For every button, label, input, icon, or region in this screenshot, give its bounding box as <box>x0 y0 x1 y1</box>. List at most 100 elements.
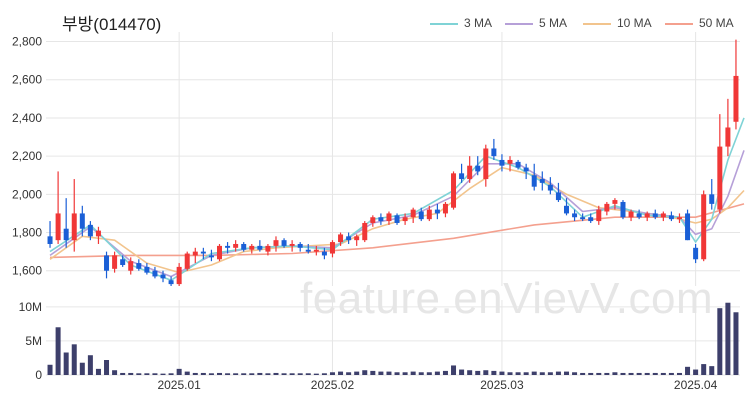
candle-body <box>531 175 537 187</box>
candle-body <box>660 213 666 218</box>
legend-label: 10 MA <box>617 16 652 30</box>
candle-body <box>192 251 198 256</box>
candle-body <box>87 224 93 237</box>
price-tick-label: 1,600 <box>12 264 42 278</box>
candle-body <box>434 209 440 214</box>
volume-bar <box>725 302 731 375</box>
candle-body <box>555 192 561 201</box>
candle-body <box>208 255 214 258</box>
x-tick-label: 2025.01 <box>157 378 201 392</box>
volume-bar <box>160 373 166 375</box>
candle-body <box>459 173 465 180</box>
volume-bar <box>233 373 239 375</box>
x-tick-label: 2025.04 <box>674 378 718 392</box>
volume-bar <box>63 352 69 375</box>
ma-lines <box>49 117 745 282</box>
candle-body <box>547 184 553 191</box>
candle-body <box>572 213 578 218</box>
volume-bar <box>152 373 158 375</box>
candle-body <box>725 127 731 147</box>
volume-bar <box>717 308 723 375</box>
candle-body <box>176 266 182 285</box>
volume-bar <box>693 369 699 375</box>
candle-body <box>426 209 432 220</box>
candle-body <box>168 280 174 285</box>
volume-bar <box>176 368 182 375</box>
candle-body <box>604 203 610 212</box>
volume-bar <box>257 372 263 375</box>
volume-bar <box>297 373 303 375</box>
volume-tick-label: 10M <box>19 300 42 314</box>
candle-body <box>701 194 707 260</box>
volume-bar <box>547 372 553 375</box>
candle-body <box>329 242 335 254</box>
volume-bar <box>434 371 440 375</box>
legend-label: 50 MA <box>699 16 734 30</box>
candle-body <box>442 203 448 214</box>
volume-axis: 0 5M 10M <box>19 300 43 382</box>
volume-bar <box>265 373 271 375</box>
grid <box>46 32 740 376</box>
volume-bar <box>628 372 634 375</box>
price-axis: 1,600 1,800 2,000 2,200 2,400 2,600 2,800 <box>12 35 42 278</box>
volume-bar <box>523 372 529 375</box>
candle-body <box>685 213 691 241</box>
volume-bar <box>289 373 295 375</box>
candle-body <box>233 243 239 248</box>
candle-body <box>362 222 368 241</box>
volume-bar <box>192 372 198 375</box>
candle-body <box>467 165 473 180</box>
candle-body <box>628 211 634 218</box>
candle-body <box>733 75 739 122</box>
volume-bar <box>112 370 118 375</box>
price-tick-label: 2,800 <box>12 35 42 49</box>
volume-bar <box>685 366 691 375</box>
volume-bar <box>459 369 465 375</box>
candle-body <box>668 215 674 220</box>
volume-bar <box>596 372 602 375</box>
volume-bar <box>644 372 650 375</box>
volume-bar <box>467 370 473 375</box>
candle-body <box>241 243 247 250</box>
volume-bar <box>200 372 206 375</box>
volume-bar <box>313 373 319 375</box>
candle-body <box>652 213 658 218</box>
candle-body <box>507 159 513 164</box>
volume-bar <box>79 362 85 375</box>
candle-body <box>321 251 327 256</box>
legend-swatch <box>430 22 458 25</box>
candle-body <box>346 236 352 241</box>
legend-item: 3 MA <box>430 16 492 30</box>
candle-body <box>418 211 424 220</box>
volume-bar <box>531 371 537 375</box>
candle-body <box>184 253 190 269</box>
x-tick-label: 2025.03 <box>480 378 524 392</box>
volume-bar <box>483 370 489 375</box>
candle-body <box>676 217 682 220</box>
candle-body <box>636 213 642 218</box>
candle-body <box>693 247 699 260</box>
volume-bar <box>321 373 327 375</box>
volume-bar <box>184 371 190 375</box>
candle-body <box>717 146 723 210</box>
volume-bar <box>329 372 335 375</box>
candle-body <box>79 213 85 229</box>
volume-bar <box>410 371 416 375</box>
candle-body <box>620 201 626 218</box>
candle-body <box>47 236 53 244</box>
price-tick-label: 2,400 <box>12 111 42 125</box>
volume-bar <box>580 372 586 375</box>
volume-bar <box>241 373 247 375</box>
candle-body <box>55 213 61 241</box>
volume-bar <box>354 371 360 375</box>
volume-tick-label: 5M <box>25 334 42 348</box>
volume-bar <box>168 373 174 375</box>
volume-bar <box>136 373 142 375</box>
candle-body <box>709 194 715 204</box>
volume-bar <box>338 371 344 375</box>
volume-bar <box>47 364 53 375</box>
candle-body <box>644 213 650 218</box>
candle-body <box>491 148 497 157</box>
volume-bar <box>249 373 255 375</box>
volume-bar <box>402 372 408 375</box>
